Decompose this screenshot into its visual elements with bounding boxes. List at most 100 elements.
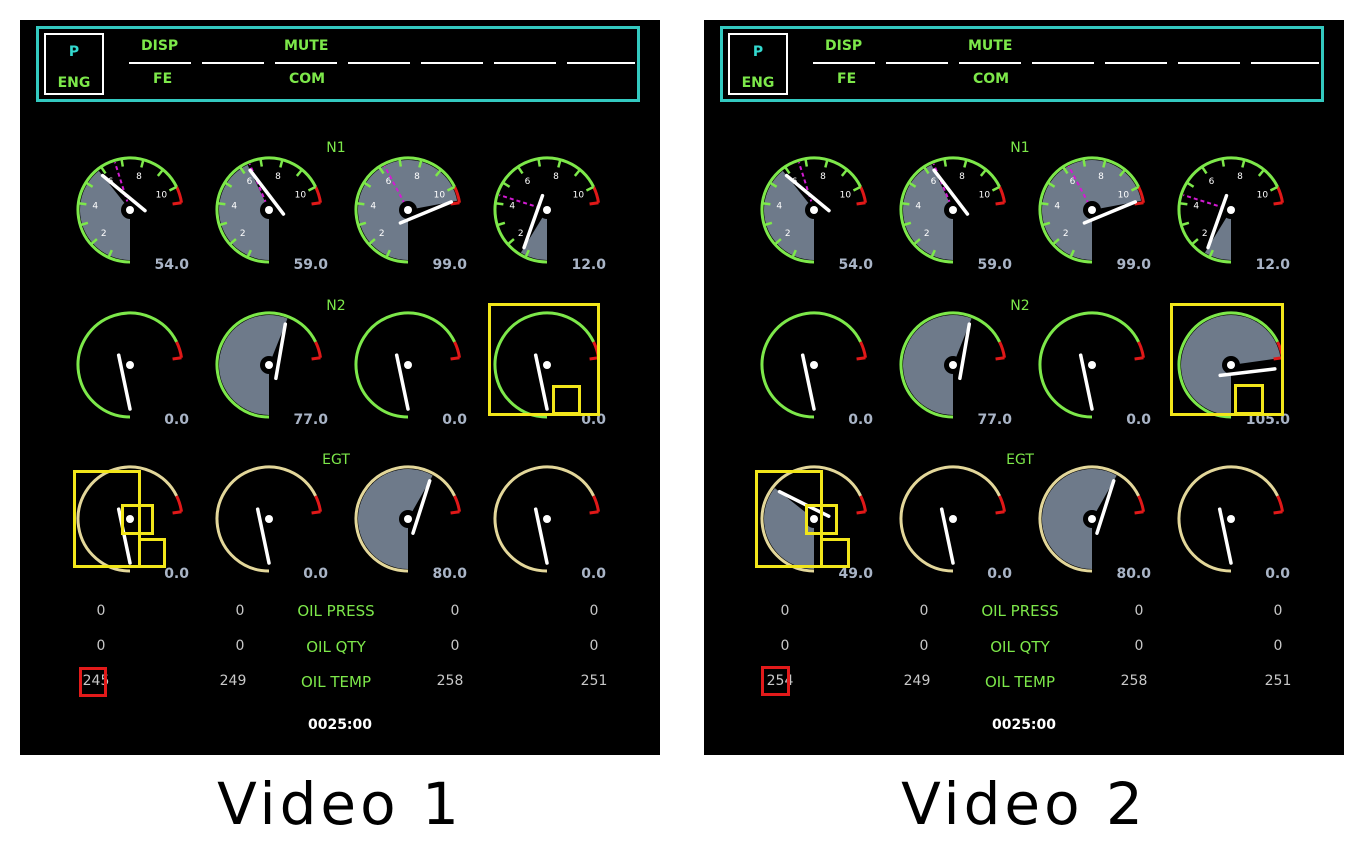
egt-gauge-svg — [760, 465, 867, 573]
menu-p-eng-button[interactable]: P ENG — [44, 33, 104, 95]
n1-hub — [1227, 206, 1235, 214]
n2-hub — [949, 361, 957, 369]
egt-redline-tick — [450, 510, 460, 515]
n1-tick-label: 10 — [1257, 190, 1269, 200]
n1-redline-tick — [311, 201, 321, 206]
n2-redline-tick — [1134, 356, 1144, 361]
menu-fe-button[interactable]: FE — [153, 71, 173, 87]
n1-tick-mark — [79, 221, 89, 227]
n2-hub — [265, 361, 273, 369]
menu-mute-button[interactable]: MUTE — [968, 38, 1013, 54]
n1-tick-label: 4 — [231, 201, 237, 211]
n2-needle — [116, 353, 132, 411]
n1-hub — [1088, 206, 1096, 214]
n2-gauge-svg — [493, 311, 600, 419]
oil-qty-value-4: 0 — [1273, 638, 1283, 654]
n2-dial-arc — [899, 311, 1001, 419]
n2-dial-arc — [354, 311, 456, 419]
menu-divider — [886, 62, 948, 64]
egt-needle — [116, 507, 132, 565]
n1-tick-mark — [120, 158, 125, 167]
n1-fill-sector — [219, 164, 269, 260]
n1-tick-mark — [368, 238, 376, 246]
n1-tick-mark — [573, 168, 581, 177]
egt-dial-arc — [1038, 465, 1140, 573]
n2-gauge-svg — [1177, 311, 1284, 419]
n1-tick-label: 2 — [101, 229, 107, 239]
menu-mute-button[interactable]: MUTE — [284, 38, 329, 54]
n1-value-2: 59.0 — [293, 257, 328, 273]
n1-tick-mark — [507, 238, 515, 246]
n1-hub — [265, 206, 273, 214]
n1-tick-label: 6 — [386, 177, 392, 187]
n2-gauge-svg — [354, 311, 461, 419]
n1-tick-mark — [85, 181, 94, 188]
egt-fill-sector — [357, 469, 433, 569]
menu-divider — [202, 62, 264, 64]
oil-press-value-1: 0 — [96, 603, 106, 619]
egt-gauge-svg — [76, 465, 183, 573]
egt-hub — [1088, 515, 1096, 523]
egt-redline-tick — [995, 510, 1005, 515]
menu-disp-button[interactable]: DISP — [825, 38, 863, 54]
n1-tick-label: 10 — [840, 190, 852, 200]
oil-temp-value-1: 254 — [766, 673, 794, 689]
n2-needle — [1218, 367, 1277, 378]
egt-dial-arc — [215, 465, 317, 573]
n1-tick-label: 6 — [1209, 177, 1215, 187]
egt-gauge-svg — [354, 465, 461, 573]
oil-qty-value-4: 0 — [589, 638, 599, 654]
menu-p-eng-button[interactable]: P ENG — [728, 33, 788, 95]
oil-qty-value-1: 0 — [96, 638, 106, 654]
menu-divider — [1105, 62, 1167, 64]
menu-com-button[interactable]: COM — [973, 71, 1010, 87]
n1-tick-label: 8 — [136, 172, 142, 182]
n1-tick-mark — [852, 185, 862, 192]
oil-qty-value-2: 0 — [919, 638, 929, 654]
n1-tick-mark — [78, 202, 87, 206]
n1-tick-mark — [791, 249, 797, 258]
egt-needle — [533, 507, 549, 565]
n1-tick-mark — [1179, 202, 1188, 206]
oil-qty-value-3: 0 — [1134, 638, 1144, 654]
n1-tick-mark — [1082, 158, 1087, 167]
egt-value-1: 49.0 — [838, 566, 873, 582]
n2-redline-arc — [1137, 341, 1145, 359]
n1-redline-tick — [172, 201, 182, 206]
egt-redline-arc — [592, 495, 600, 513]
n1-needle — [100, 173, 147, 213]
n1-gauge-4: 2 4 6 8 10 12.0 — [1169, 148, 1294, 273]
n2-label: N2 — [1010, 298, 1030, 314]
n1-gauge-2: 2 4 6 8 10 59.0 — [891, 148, 1016, 273]
n1-tick-mark — [943, 158, 948, 167]
menu-bar: P ENG DISP FE MUTE COM — [720, 26, 1324, 102]
oil-qty-label: OIL QTY — [306, 638, 366, 656]
n2-gauge-svg — [76, 311, 183, 419]
n1-tick-label: 8 — [275, 172, 281, 182]
n1-tick-label: 6 — [931, 177, 937, 187]
menu-com-button[interactable]: COM — [289, 71, 326, 87]
egt-redline-tick — [856, 510, 866, 515]
n1-fill-sector — [763, 170, 814, 260]
n1-tick-label: 8 — [553, 172, 559, 182]
n2-dial-arc — [493, 311, 595, 419]
n2-label: N2 — [326, 298, 346, 314]
panel-video-2: P ENG DISP FE MUTE COM N1 N2 EGT 2 4 6 8 10 … — [704, 20, 1344, 755]
egt-gauge-3: 80.0 — [346, 457, 471, 582]
menu-disp-button[interactable]: DISP — [141, 38, 179, 54]
egt-gauge-svg — [1177, 465, 1284, 573]
menu-fe-button[interactable]: FE — [837, 71, 857, 87]
menu-eng-label: ENG — [57, 75, 91, 91]
egt-hub — [126, 515, 134, 523]
menu-divider — [348, 62, 410, 64]
n1-tick-label: 10 — [434, 190, 446, 200]
n1-tick-mark — [963, 159, 968, 168]
n1-tick-label: 4 — [776, 201, 782, 211]
elapsed-timer: 0025:00 — [307, 717, 373, 733]
n1-tick-label: 8 — [959, 172, 965, 182]
n1-value-3: 99.0 — [432, 257, 467, 273]
egt-value-3: 80.0 — [1116, 566, 1151, 582]
menu-p-label: P — [752, 44, 764, 60]
egt-gauge-3: 80.0 — [1030, 457, 1155, 582]
